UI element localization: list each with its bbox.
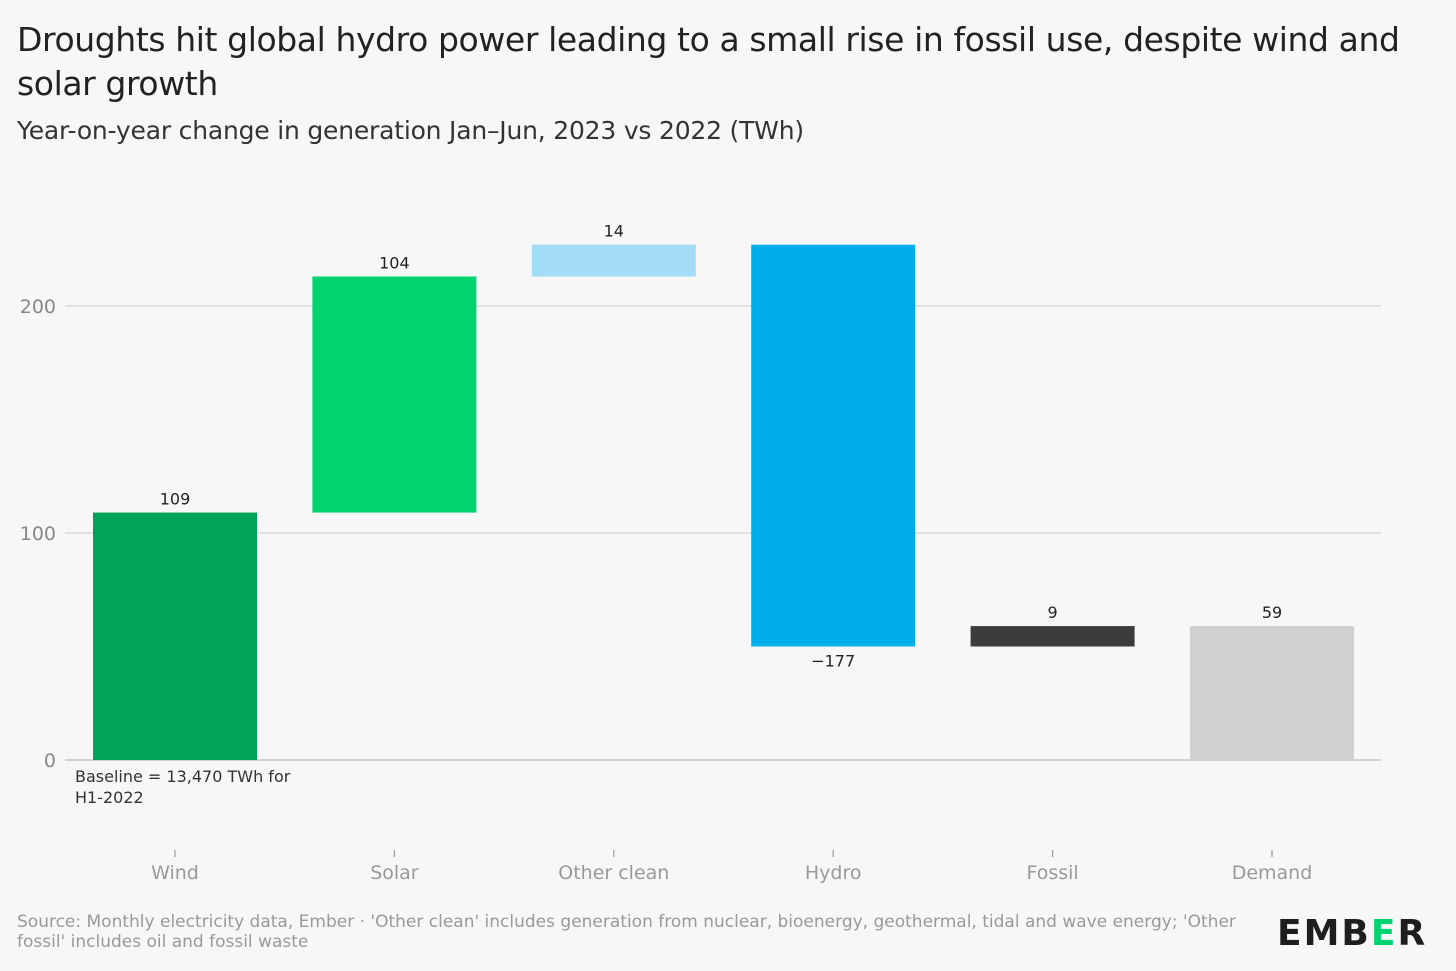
value-label: 14 bbox=[604, 222, 624, 241]
value-label: 9 bbox=[1048, 603, 1058, 622]
gridlines bbox=[65, 305, 1381, 761]
y-tick-label: 200 bbox=[20, 296, 56, 318]
y-tick-labels: 0 100 200 bbox=[20, 296, 56, 772]
x-tick-label: Hydro bbox=[805, 862, 862, 884]
bar-hydro bbox=[751, 244, 916, 647]
value-label: −177 bbox=[811, 652, 855, 671]
y-tick-label: 0 bbox=[44, 750, 56, 772]
chart-subtitle: Year-on-year change in generation Jan–Ju… bbox=[17, 116, 804, 145]
ember-logo: EMBER bbox=[1277, 913, 1428, 954]
bar-wind bbox=[93, 512, 257, 760]
bars bbox=[93, 244, 1354, 760]
value-label: 109 bbox=[160, 490, 191, 509]
x-tick-label: Other clean bbox=[558, 862, 669, 884]
annotation-line: H1-2022 bbox=[75, 788, 144, 807]
bar-demand bbox=[1190, 626, 1354, 760]
x-tick-label: Demand bbox=[1232, 862, 1313, 884]
bar-other-clean bbox=[531, 244, 696, 277]
chart-title: Droughts hit global hydro power leading … bbox=[17, 20, 1400, 103]
value-label: 104 bbox=[379, 253, 410, 272]
y-tick-label: 100 bbox=[20, 523, 56, 545]
x-tick-label: Wind bbox=[151, 862, 199, 884]
x-tick-labels: Wind Solar Other clean Hydro Fossil Demand bbox=[151, 850, 1312, 884]
value-label: 59 bbox=[1262, 603, 1282, 622]
value-labels: 109 104 14 −177 9 59 bbox=[160, 222, 1282, 671]
source-note: Source: Monthly electricity data, Ember … bbox=[17, 912, 1236, 952]
waterfall-chart: 0 100 200 109 104 14 −177 9 59 Wind Solar Other c… bbox=[20, 222, 1381, 884]
baseline-annotation: Baseline = 13,470 TWh for H1-2022 bbox=[75, 767, 291, 807]
x-tick-label: Solar bbox=[370, 862, 419, 884]
annotation-line: Baseline = 13,470 TWh for bbox=[75, 767, 291, 786]
bar-solar bbox=[312, 276, 477, 513]
x-tick-label: Fossil bbox=[1026, 862, 1078, 884]
bar-fossil bbox=[970, 626, 1135, 647]
